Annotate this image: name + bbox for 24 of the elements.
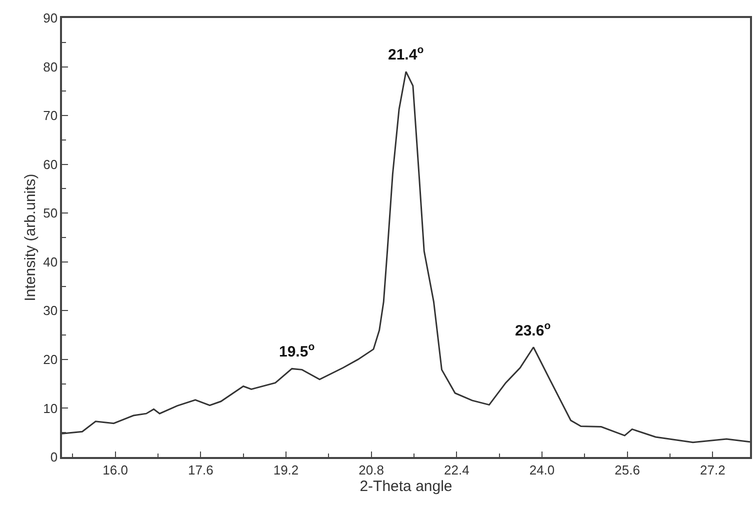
y-tick-label: 10 bbox=[43, 400, 58, 416]
x-tick-label: 27.2 bbox=[700, 462, 726, 478]
y-tick-label: 80 bbox=[43, 59, 58, 74]
y-axis-title: Intensity (arb.units) bbox=[22, 174, 39, 302]
y-tick-label: 90 bbox=[43, 10, 58, 26]
x-tick-label: 19.2 bbox=[273, 462, 299, 478]
y-tick-label: 60 bbox=[43, 156, 58, 172]
annotation: 23.6$^{o}$ bbox=[515, 320, 551, 340]
y-tick-label: 70 bbox=[43, 108, 58, 124]
y-tick-label: 40 bbox=[43, 254, 58, 270]
x-tick-label: 24.0 bbox=[529, 462, 555, 478]
x-tick-label: 16.0 bbox=[102, 462, 128, 478]
x-axis-title: 2-Theta angle bbox=[360, 478, 452, 495]
annotation: 19.5$^{o}$ bbox=[279, 341, 315, 360]
y-tick-label: 50 bbox=[43, 206, 58, 221]
y-tick-label: 20 bbox=[43, 352, 58, 367]
line-series bbox=[62, 70, 750, 444]
x-tick-label: 25.6 bbox=[614, 462, 640, 478]
x-tick-label: 20.8 bbox=[358, 462, 384, 478]
x-tick-label: 22.4 bbox=[444, 462, 470, 478]
y-tick-label: 30 bbox=[43, 303, 58, 318]
y-tick-label: 0 bbox=[50, 450, 58, 465]
annotation: 21.4$^{o}$ bbox=[388, 44, 424, 64]
x-tick-label: 17.6 bbox=[188, 462, 214, 478]
